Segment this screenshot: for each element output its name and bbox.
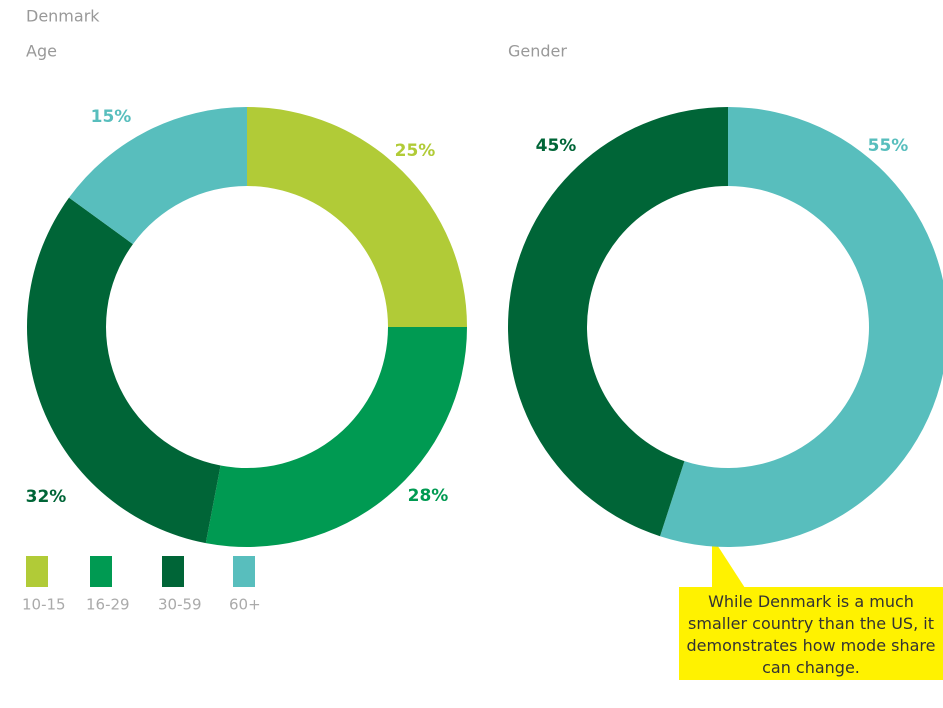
legend-swatch xyxy=(162,556,184,587)
donut-segment xyxy=(247,107,467,327)
header: Denmark xyxy=(26,7,100,26)
donut-segment xyxy=(69,107,247,245)
donut-segment xyxy=(26,197,221,544)
donut-segment xyxy=(205,327,467,547)
legend-swatch xyxy=(90,556,112,587)
legend-swatch xyxy=(26,556,48,587)
data-label: 15% xyxy=(91,107,132,127)
legend-label: 16-29 xyxy=(86,596,130,614)
legend-label: 10-15 xyxy=(22,596,66,614)
legend-label: 60+ xyxy=(229,596,261,614)
donut-segment xyxy=(508,107,728,537)
data-label: 25% xyxy=(395,141,436,161)
legend-swatch xyxy=(233,556,255,587)
data-label: 32% xyxy=(26,487,67,507)
callout-pointer xyxy=(712,537,745,588)
chart-title: Age xyxy=(26,42,57,61)
chart-title: Gender xyxy=(508,42,567,61)
data-label: 55% xyxy=(868,136,909,156)
data-label: 28% xyxy=(408,486,449,506)
data-label: 45% xyxy=(536,136,577,156)
legend-label: 30-59 xyxy=(158,596,202,614)
annotation: While Denmark is a much smaller country … xyxy=(679,587,943,680)
donut-segment xyxy=(660,107,943,547)
